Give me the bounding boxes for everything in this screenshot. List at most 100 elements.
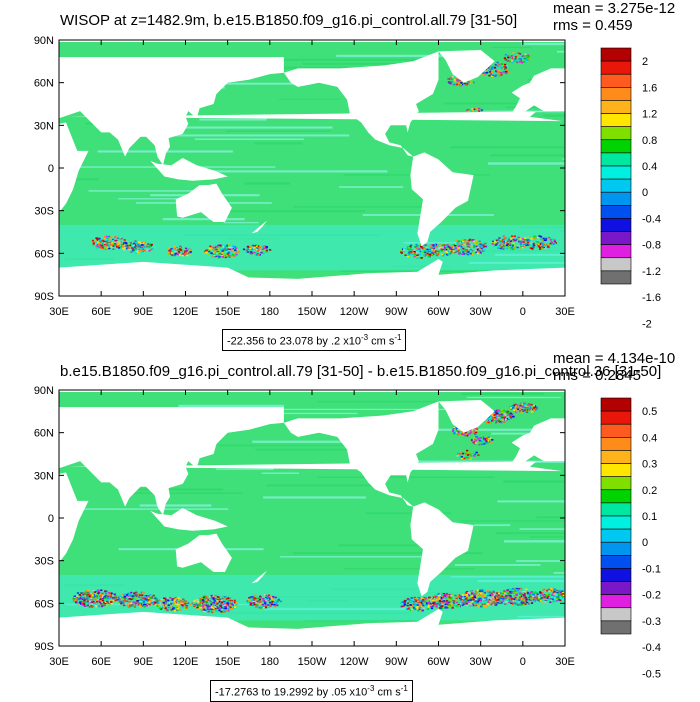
anomaly-cell [177,606,180,608]
anomaly-cell [512,57,516,59]
anomaly-cell [485,438,489,440]
anomaly-cell [219,244,222,246]
anomaly-cell [85,605,88,607]
land-namerica [283,51,439,157]
anomaly-cell [173,245,176,248]
anomaly-cell [269,604,272,607]
anomaly-cell [462,248,465,250]
anomaly-cell [432,245,435,247]
anomaly-cell [523,237,527,240]
anomaly-cell [427,253,430,256]
anomaly-cell [411,604,414,607]
anomaly-cell [500,596,503,598]
anomaly-cell [220,608,223,610]
anomaly-cell [446,244,449,246]
anomaly-cell [458,240,461,242]
anomaly-cell [123,596,126,599]
anomaly-cell [498,237,501,239]
anomaly-cell [221,606,224,609]
anomaly-cell [104,602,107,604]
anomaly-cell [470,440,473,442]
anomaly-cell [474,107,478,110]
anomaly-cell [85,593,88,596]
anomaly-cell [507,56,510,59]
anomaly-cell [233,247,236,249]
anomaly-cell [476,589,479,592]
anomaly-cell [511,590,514,593]
anomaly-cell [498,72,501,75]
anomaly-cell [439,607,442,610]
anomaly-cell [426,608,430,610]
anomaly-cell [491,243,494,245]
anomaly-cell [434,603,437,605]
anomaly-cell [426,254,429,256]
anomaly-cell [215,606,218,609]
y-tick-label: 30S [34,556,54,568]
anomaly-cell [521,238,525,241]
texture-band [199,118,267,121]
anomaly-cell [533,235,536,238]
anomaly-cell [82,593,85,596]
anomaly-cell [475,595,478,597]
texture-band [503,480,565,483]
anomaly-cell [223,253,227,255]
anomaly-cell [407,254,410,256]
anomaly-cell [532,404,536,407]
anomaly-cell [418,609,421,612]
anomaly-cell [507,246,510,249]
anomaly-cell [83,599,86,602]
anomaly-cell [506,417,510,419]
anomaly-cell [495,66,498,68]
anomaly-cell [477,110,481,112]
anomaly-cell [459,452,462,454]
anomaly-cell [115,238,118,240]
anomaly-cell [122,602,125,604]
anomaly-cell [477,605,480,607]
anomaly-cell [189,603,192,606]
anomaly-cell [202,596,205,599]
anomaly-cell [514,246,517,249]
anomaly-cell [139,242,142,245]
anomaly-cell [74,595,77,598]
anomaly-cell [86,591,89,594]
anomaly-cell [168,601,172,604]
anomaly-cell [120,603,123,606]
anomaly-cell [482,249,485,252]
anomaly-cell [100,593,103,596]
top-mean: mean = 3.275e-12 [553,0,676,17]
anomaly-cell [402,604,405,606]
anomaly-cell [222,244,225,246]
anomaly-cell [455,601,458,604]
anomaly-cell [100,602,103,605]
anomaly-cell [512,602,515,605]
anomaly-cell [448,598,451,600]
anomaly-cell [532,245,535,248]
anomaly-cell [446,253,449,256]
anomaly-cell [418,251,421,253]
anomaly-cell [267,594,271,597]
anomaly-cell [511,587,515,590]
anomaly-cell [430,607,434,610]
anomaly-cell [508,597,511,599]
anomaly-cell [453,83,456,86]
colorbar-swatch [600,87,632,101]
anomaly-cell [137,246,141,248]
anomaly-cell [225,599,229,602]
anomaly-cell [205,250,208,253]
anomaly-cell [526,58,530,61]
colorbar-label: -0.5 [642,668,661,680]
anomaly-cell [132,597,135,600]
x-tick-label: 60E [91,656,111,668]
anomaly-cell [115,243,118,245]
anomaly-cell [512,406,515,408]
anomaly-cell [92,590,95,593]
anomaly-cell [430,600,433,603]
anomaly-cell [500,74,503,76]
anomaly-cell [173,254,177,257]
anomaly-cell [560,593,563,596]
anomaly-cell [513,603,516,606]
anomaly-cell [123,249,126,251]
anomaly-cell [172,602,175,605]
anomaly-cell [186,601,189,604]
